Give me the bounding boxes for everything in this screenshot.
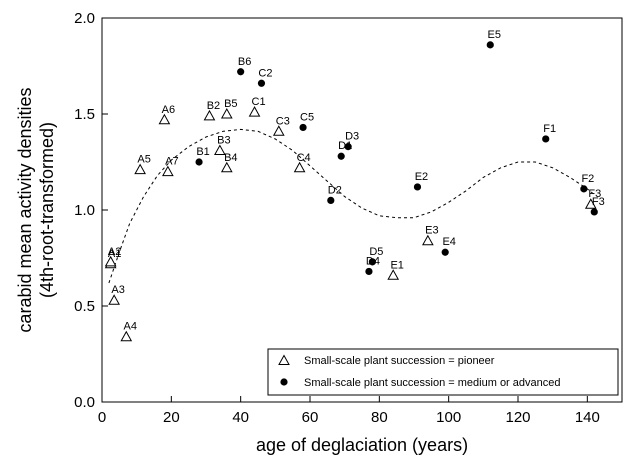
x-tick-label: 60: [302, 409, 319, 426]
point-f3-advanced: [590, 208, 598, 216]
x-tick-label: 120: [505, 409, 530, 426]
x-tick-label: 100: [436, 409, 461, 426]
point-c1-pioneer: [248, 106, 261, 117]
point-label-f2: F2: [581, 173, 594, 185]
point-d1-advanced: [337, 152, 345, 160]
point-a4-pioneer: [120, 330, 133, 342]
y-tick-label: 0.0: [74, 394, 95, 411]
x-tick-label: 40: [232, 409, 249, 426]
point-label-a7: A7: [165, 156, 178, 168]
point-label-b3: B3: [217, 134, 230, 146]
point-label-a3: A3: [111, 284, 124, 296]
point-b3-pioneer: [214, 144, 226, 155]
point-label-d5: D5: [369, 246, 383, 258]
y-tick-label: 2.0: [74, 10, 95, 27]
x-axis-title: age of deglaciation (years): [256, 435, 468, 455]
point-label-c5: C5: [300, 111, 314, 123]
point-label-b6: B6: [238, 56, 251, 68]
point-e4-advanced: [441, 248, 449, 256]
legend: Small-scale plant succession = pioneer S…: [267, 348, 619, 396]
point-label-d3: D3: [345, 131, 359, 143]
fit-curve: [108, 128, 595, 284]
y-axis-subtitle: (4th-root-transformed): [37, 122, 57, 298]
point-label-e2: E2: [415, 171, 428, 183]
point-label-f1: F1: [543, 123, 556, 135]
x-axis: 0 20 40 60 80 100 120 140: [98, 396, 600, 426]
legend-label-advanced: Small-scale plant succession = medium or…: [304, 377, 561, 389]
x-tick-label: 20: [163, 409, 180, 426]
point-d4-advanced: [365, 267, 373, 276]
point-e2-advanced: [413, 183, 422, 191]
point-c4-pioneer: [293, 161, 306, 173]
y-axis-title: carabid mean activity densities: [15, 87, 35, 332]
x-tick-label: 80: [371, 409, 388, 426]
point-a6-pioneer: [158, 113, 171, 125]
point-d5-advanced: [368, 258, 376, 266]
point-c5-advanced: [299, 123, 307, 132]
point-e5-advanced: [486, 41, 494, 49]
point-label-a2: A2: [108, 246, 121, 258]
point-a7-pioneer: [162, 165, 174, 177]
point-label-a6: A6: [162, 104, 175, 116]
point-label-a4: A4: [124, 321, 137, 333]
point-d2-advanced: [327, 196, 335, 204]
point-b1-advanced: [195, 158, 203, 166]
point-label-b4: B4: [224, 152, 237, 164]
point-label-b5: B5: [224, 98, 237, 110]
point-b6-advanced: [237, 68, 245, 76]
point-a3-pioneer: [108, 294, 120, 305]
legend-triangle-marker: [278, 354, 290, 365]
point-label-f3: F3: [592, 196, 605, 208]
point-e3-pioneer: [422, 234, 434, 246]
point-label-e3: E3: [425, 225, 438, 237]
point-d3-advanced: [344, 143, 352, 151]
point-b4-pioneer: [220, 161, 233, 173]
x-tick-label: 0: [98, 409, 106, 426]
point-b2-pioneer: [203, 109, 216, 121]
plot-area: [101, 17, 623, 403]
point-c2-advanced: [257, 79, 266, 87]
point-c3-pioneer: [272, 125, 285, 136]
point-label-e4: E4: [442, 236, 455, 248]
point-label-b2: B2: [207, 100, 220, 112]
point-b5-pioneer: [220, 107, 233, 119]
point-label-a1: A1: [108, 248, 121, 260]
point-label-f3: F3: [588, 188, 601, 200]
point-label-c1: C1: [252, 96, 266, 108]
y-tick-label: 1.0: [74, 202, 95, 219]
point-label-e5: E5: [488, 29, 501, 41]
legend-box: [267, 348, 619, 396]
point-f3-pioneer: [584, 198, 597, 209]
y-tick-label: 1.5: [74, 106, 95, 123]
y-tick-label: 0.5: [74, 298, 95, 315]
point-f2-advanced: [580, 185, 588, 193]
point-label-c3: C3: [276, 115, 290, 127]
point-label-c2: C2: [258, 67, 272, 79]
legend-circle-marker: [280, 378, 288, 386]
legend-label-pioneer: Small-scale plant succession = pioneer: [304, 355, 495, 367]
point-label-e1: E1: [390, 259, 403, 271]
point-e1-pioneer: [387, 269, 400, 280]
point-label-a5: A5: [137, 154, 150, 166]
y-axis: 0.0 0.5 1.0 1.5 2.0: [74, 10, 108, 411]
point-label-c4: C4: [297, 152, 311, 164]
point-f1-advanced: [542, 135, 550, 143]
x-tick-label: 140: [575, 409, 600, 426]
point-label-d2: D2: [328, 184, 342, 196]
point-a2-pioneer: [104, 255, 117, 267]
point-a5-pioneer: [134, 163, 146, 175]
point-label-b1: B1: [196, 146, 209, 158]
